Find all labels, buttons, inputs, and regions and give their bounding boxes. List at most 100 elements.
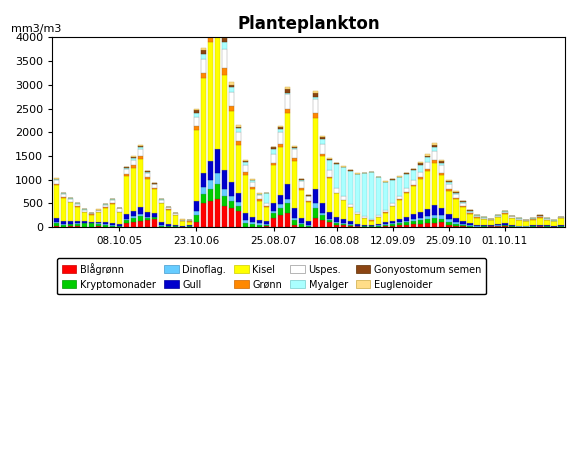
Bar [432, 147, 437, 151]
Bar [278, 126, 284, 127]
Bar [474, 215, 480, 216]
Bar [201, 187, 206, 194]
Bar [242, 172, 248, 175]
Bar [235, 132, 241, 141]
Bar [327, 220, 332, 222]
Bar [194, 109, 200, 110]
Bar [327, 170, 332, 177]
Bar [481, 217, 487, 218]
Bar [235, 193, 241, 202]
Bar [383, 225, 389, 226]
Bar [187, 220, 193, 221]
Bar [348, 225, 353, 226]
Bar [418, 177, 423, 179]
Bar [124, 219, 129, 220]
Bar [285, 89, 291, 93]
Bar [404, 222, 409, 225]
Bar [313, 99, 318, 113]
Bar [222, 35, 227, 38]
Bar [110, 225, 115, 227]
Bar [453, 194, 459, 198]
Bar [194, 211, 200, 216]
Bar [235, 141, 241, 145]
Bar [271, 211, 276, 213]
Bar [327, 159, 332, 160]
Bar [320, 213, 325, 216]
Bar [390, 220, 396, 223]
Bar [82, 221, 87, 223]
Text: mm3/m3: mm3/m3 [11, 23, 61, 34]
Bar [467, 223, 473, 225]
Bar [250, 182, 255, 187]
Bar [194, 117, 200, 126]
Bar [411, 186, 416, 214]
Bar [404, 217, 409, 220]
Bar [124, 176, 129, 214]
Bar [285, 113, 291, 184]
Bar [390, 206, 396, 220]
Bar [250, 187, 255, 189]
Bar [278, 204, 284, 208]
Bar [369, 220, 375, 225]
Bar [362, 173, 367, 216]
Bar [334, 163, 339, 164]
Bar [299, 181, 304, 188]
Bar [187, 221, 193, 225]
Bar [53, 180, 59, 184]
Bar [235, 125, 241, 126]
Bar [397, 222, 403, 223]
Bar [446, 191, 451, 214]
Bar [208, 180, 213, 189]
Bar [110, 223, 115, 225]
Bar [341, 224, 346, 225]
Bar [144, 179, 150, 212]
Bar [235, 128, 241, 132]
Bar [201, 78, 206, 173]
Bar [467, 211, 473, 212]
Bar [75, 207, 80, 221]
Bar [383, 211, 389, 212]
Bar [299, 223, 304, 225]
Bar [439, 162, 444, 166]
Bar [208, 189, 213, 201]
Bar [369, 172, 375, 220]
Bar [544, 225, 550, 226]
Bar [137, 157, 143, 159]
Bar [117, 212, 122, 224]
Bar [82, 223, 87, 227]
Bar [474, 218, 480, 225]
Bar [320, 220, 325, 227]
Bar [502, 223, 508, 225]
Bar [432, 223, 437, 227]
Bar [180, 225, 185, 226]
Bar [208, 9, 213, 16]
Bar [453, 192, 459, 193]
Bar [299, 179, 304, 180]
Bar [124, 174, 129, 176]
Bar [257, 195, 262, 199]
Bar [110, 200, 115, 203]
Bar [75, 221, 80, 223]
Bar [495, 226, 501, 227]
Bar [292, 148, 298, 149]
Bar [488, 226, 494, 227]
Bar [222, 75, 227, 170]
Bar [355, 226, 360, 227]
Bar [348, 226, 353, 227]
Bar [208, 0, 213, 4]
Bar [229, 208, 234, 227]
Bar [453, 199, 459, 218]
Bar [432, 144, 437, 147]
Bar [460, 224, 466, 225]
Bar [404, 174, 409, 188]
Bar [397, 225, 403, 227]
Bar [67, 221, 73, 224]
Bar [453, 226, 459, 227]
Bar [151, 188, 157, 189]
Bar [103, 224, 108, 225]
Bar [411, 169, 416, 171]
Bar [151, 213, 157, 216]
Bar [166, 226, 171, 227]
Bar [242, 223, 248, 227]
Bar [271, 147, 276, 148]
